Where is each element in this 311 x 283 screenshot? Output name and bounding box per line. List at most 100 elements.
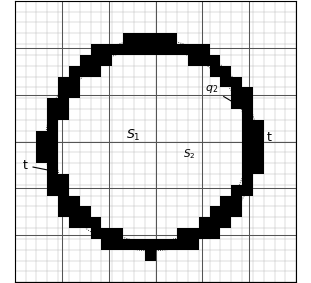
Bar [220,207,231,217]
Bar [231,196,242,207]
Bar [101,239,112,250]
Bar [47,98,58,109]
Bar [242,142,253,152]
Bar [80,66,91,76]
Bar [177,239,188,250]
Bar [91,44,101,55]
Bar [199,55,210,66]
Text: $q_1$: $q_1$ [174,44,188,56]
Bar [242,131,253,142]
Bar [156,44,166,55]
Bar [69,66,80,76]
Bar [80,55,91,66]
Bar [220,76,231,87]
Bar [47,131,58,142]
Bar [145,250,156,261]
Bar [210,228,220,239]
Bar [47,152,58,163]
Bar [69,87,80,98]
Bar [91,55,101,66]
Bar [58,98,69,109]
Bar [145,33,156,44]
Bar [58,207,69,217]
Bar [101,44,112,55]
Bar [112,239,123,250]
Bar [210,55,220,66]
Bar [210,207,220,217]
Bar [253,131,264,142]
Text: t: t [22,159,51,172]
Bar [47,185,58,196]
Bar [112,228,123,239]
Bar [123,44,134,55]
Bar [101,55,112,66]
Bar [58,196,69,207]
Bar [156,239,166,250]
Bar [199,44,210,55]
Bar [69,207,80,217]
Bar [123,33,134,44]
Bar [242,174,253,185]
Bar [58,185,69,196]
Bar [101,228,112,239]
Bar [91,217,101,228]
Bar [36,152,47,163]
Bar [134,33,145,44]
Bar [231,87,242,98]
Bar [253,120,264,131]
Bar [166,33,177,44]
Bar [253,142,264,152]
Bar [36,142,47,152]
Bar [145,44,156,55]
Bar [58,109,69,120]
Bar [242,98,253,109]
Bar [242,120,253,131]
Bar [199,228,210,239]
Bar [47,142,58,152]
Text: t: t [261,131,272,144]
Text: $S_1$: $S_1$ [126,128,140,143]
Bar [134,239,145,250]
Bar [210,66,220,76]
Bar [231,98,242,109]
Bar [36,131,47,142]
Bar [220,196,231,207]
Bar [253,152,264,163]
Bar [47,109,58,120]
Bar [47,120,58,131]
Bar [188,228,199,239]
Bar [210,217,220,228]
Bar [177,44,188,55]
Bar [231,76,242,87]
Bar [69,196,80,207]
Bar [242,163,253,174]
Bar [156,33,166,44]
Bar [47,163,58,174]
Bar [199,217,210,228]
Bar [91,228,101,239]
Bar [47,174,58,185]
Bar [134,44,145,55]
Bar [112,44,123,55]
Bar [220,217,231,228]
Bar [231,207,242,217]
Bar [231,185,242,196]
Bar [188,44,199,55]
Bar [177,228,188,239]
Bar [242,87,253,98]
Bar [69,76,80,87]
Bar [188,239,199,250]
Bar [91,66,101,76]
Bar [242,185,253,196]
Bar [69,217,80,228]
Bar [253,163,264,174]
Text: 滤管: 滤管 [68,74,79,87]
Bar [58,87,69,98]
Bar [80,217,91,228]
Bar [58,174,69,185]
Bar [58,76,69,87]
Bar [242,152,253,163]
Bar [145,239,156,250]
Bar [188,55,199,66]
Bar [242,109,253,120]
